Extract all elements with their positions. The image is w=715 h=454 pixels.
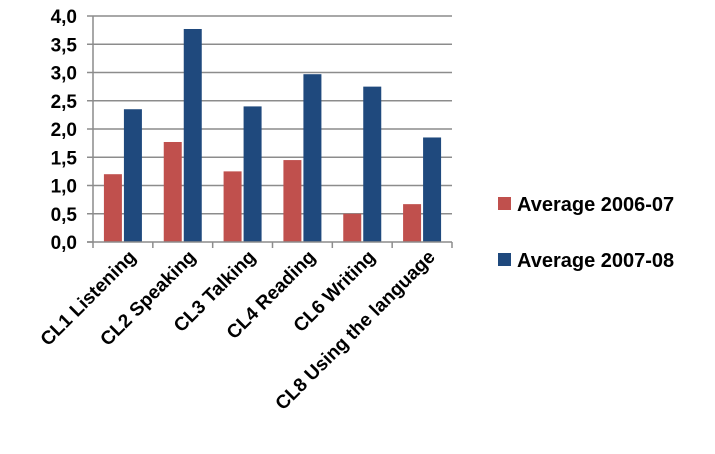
bar-average-2006-07-6: [403, 204, 422, 242]
bars: [103, 28, 442, 243]
bar-average-2007-08-3: [243, 106, 262, 243]
y-tick-label: 4,0: [51, 7, 77, 28]
bar-average-2006-07-2: [163, 141, 182, 242]
bar-average-2006-07-3: [223, 171, 242, 242]
legend: Average 2006-07 Average 2007-08: [498, 194, 674, 272]
y-tick-label: 0,0: [51, 233, 77, 254]
bar-average-2006-07-1: [103, 174, 122, 242]
y-tick-label: 2,5: [51, 92, 78, 113]
gridlines: [93, 15, 452, 215]
legend-swatch: [498, 253, 511, 266]
y-tick-label: 2,0: [51, 120, 77, 141]
legend-label: Average 2006-07: [517, 194, 674, 216]
bar-average-2007-08-4: [303, 74, 322, 242]
y-tick-label: 1,5: [51, 148, 78, 169]
y-tick-label: 1,0: [51, 177, 77, 198]
bar-average-2006-07-5: [343, 213, 362, 242]
y-axis-tick-labels: 4,0 3,5 3,0 2,5 2,0 1,5 1,0 0,5 0,0: [51, 7, 78, 254]
bar-average-2006-07-4: [283, 160, 302, 242]
bar-average-2007-08-1: [123, 109, 142, 242]
bar-average-2007-08-6: [423, 137, 442, 242]
bar-average-2007-08-5: [363, 86, 382, 242]
axes: [87, 15, 453, 248]
legend-swatch: [498, 197, 511, 210]
y-tick-label: 3,0: [51, 64, 77, 85]
legend-label: Average 2007-08: [517, 250, 674, 272]
bar-average-2007-08-2: [183, 28, 202, 243]
y-tick-label: 0,5: [51, 205, 78, 226]
y-tick-label: 3,5: [51, 35, 78, 56]
